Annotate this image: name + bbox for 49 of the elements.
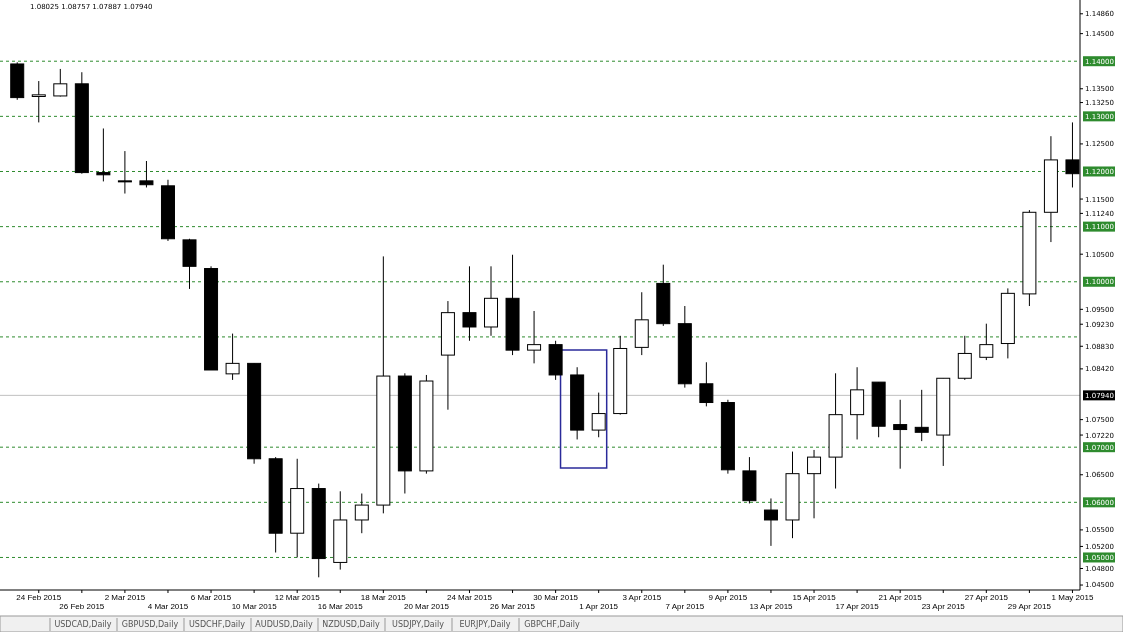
x-tick-label: 1 May 2015 (1051, 593, 1094, 602)
x-tick-label: 7 Apr 2015 (665, 602, 705, 611)
text: USDCAD,Daily (54, 619, 112, 629)
candlestick (893, 399, 908, 470)
x-tick-label: 21 Apr 2015 (878, 593, 923, 602)
x-tick-label: 30 Mar 2015 (533, 593, 579, 602)
x-tick-label: 24 Mar 2015 (447, 593, 493, 602)
x-tick-label: 13 Apr 2015 (749, 602, 794, 611)
text: GBPCHF,Daily (524, 619, 581, 629)
candlestick (591, 392, 606, 438)
x-tick-label: 2 Mar 2015 (104, 593, 146, 602)
candlestick (117, 150, 132, 195)
x-tick-label: 26 Feb 2015 (59, 602, 105, 611)
candlestick (139, 160, 154, 188)
text: GBPUSD,Daily (121, 619, 179, 629)
candlestick (527, 310, 542, 364)
text: EURJPY,Daily (459, 619, 511, 629)
x-tick-label: 27 Apr 2015 (964, 593, 1009, 602)
x-tick-label: 20 Mar 2015 (403, 602, 450, 611)
candlestick (354, 493, 369, 534)
x-tick-label: 15 Apr 2015 (792, 593, 837, 602)
x-tick-label: 18 Mar 2015 (360, 593, 407, 602)
text: AUDUSD,Daily (255, 619, 313, 629)
x-tick-label: 16 Mar 2015 (317, 602, 364, 611)
text: USDCHF,Daily (188, 619, 246, 629)
x-tick-label: 17 Apr 2015 (835, 602, 880, 611)
x-tick-label: 6 Mar 2015 (190, 593, 232, 602)
text: USDJPY,Daily (392, 619, 445, 629)
candlestick (763, 497, 778, 547)
candlestick (462, 265, 477, 342)
candlestick (225, 333, 240, 381)
x-tick-label: 3 Apr 2015 (622, 593, 662, 602)
x-tick-label: 23 Apr 2015 (921, 602, 966, 611)
candlestick (979, 323, 994, 361)
candlestick (807, 449, 822, 519)
x-tick-label: 12 Mar 2015 (274, 593, 321, 602)
x-tick-label: 26 Mar 2015 (490, 602, 536, 611)
x-tick-label: 1 Apr 2015 (579, 602, 619, 611)
candlestick (53, 68, 68, 97)
candlestick (96, 127, 111, 182)
x-tick-label: 9 Apr 2015 (708, 593, 748, 602)
x-tick-label: 10 Mar 2015 (231, 602, 278, 611)
x-tick-label: 24 Feb 2015 (16, 593, 62, 602)
candlestick (31, 80, 46, 123)
text: NZDUSD,Daily (322, 619, 381, 629)
x-tick-label: 29 Apr 2015 (1007, 602, 1052, 611)
candlestick (914, 389, 929, 442)
candlestick (699, 361, 714, 407)
x-tick-label: 4 Mar 2015 (147, 602, 189, 611)
